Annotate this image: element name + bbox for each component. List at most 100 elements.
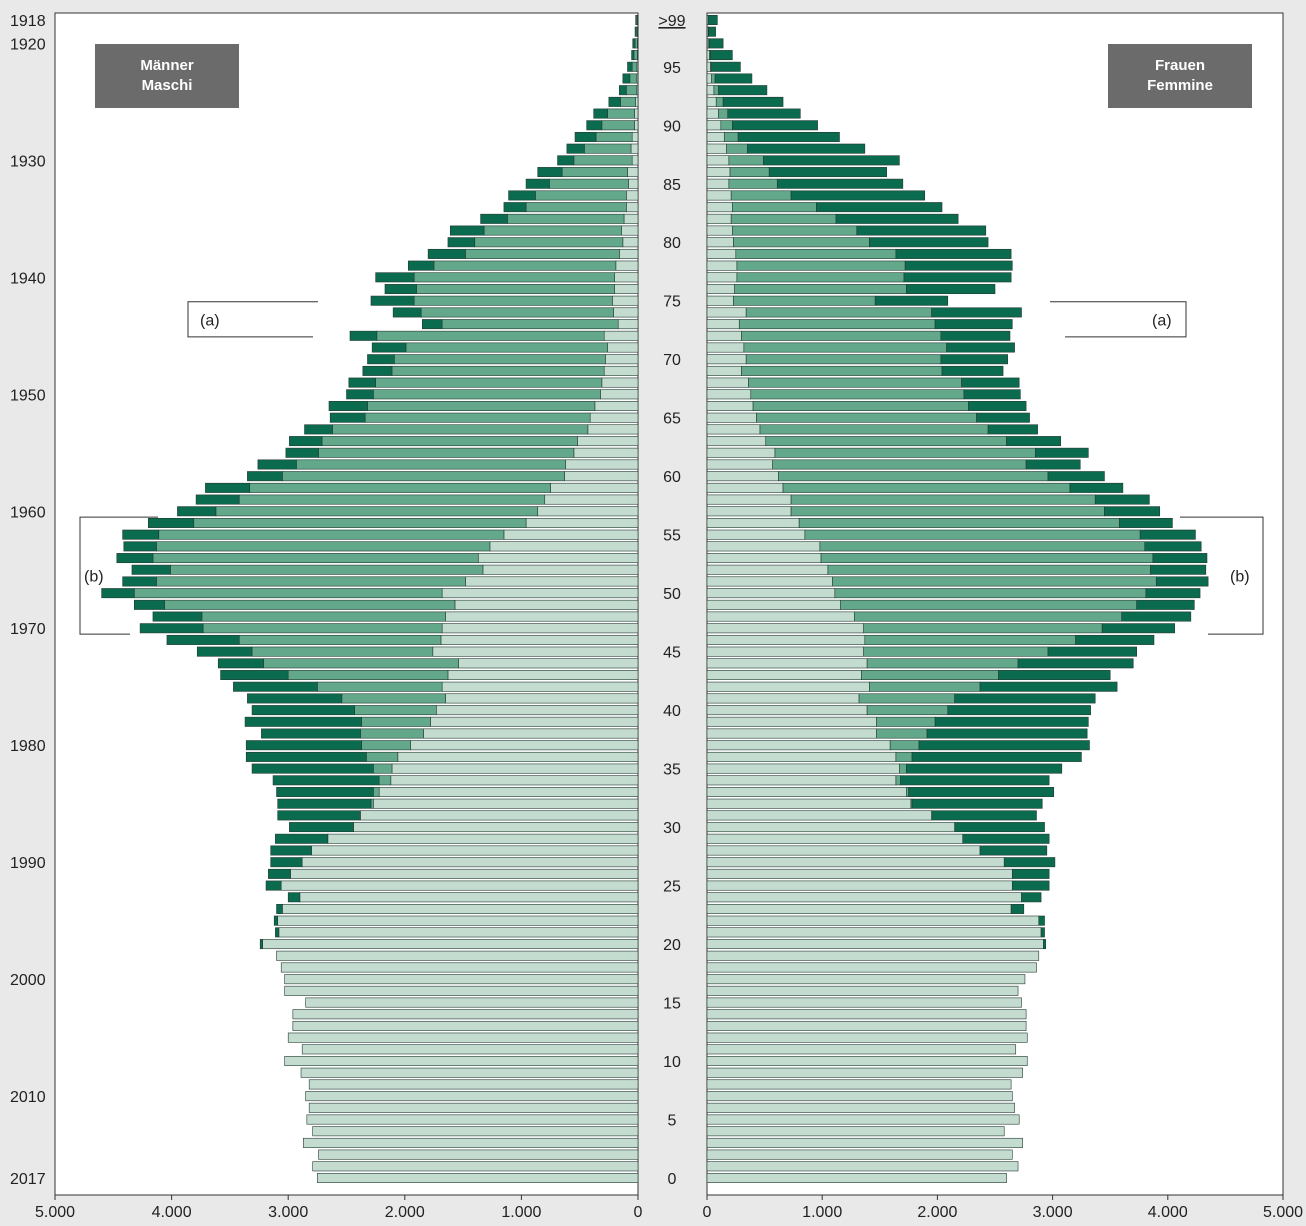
female-bar-age-62-light bbox=[706, 447, 776, 458]
female-bar-age-74-light bbox=[706, 307, 747, 318]
female-bar-age-45-dark bbox=[1047, 646, 1137, 657]
male-bar-age-81-dark bbox=[449, 225, 485, 236]
female-bar-age-40-light bbox=[706, 705, 868, 716]
male-bar-age-92-mid bbox=[620, 96, 636, 107]
male-bar-age-16-light bbox=[284, 985, 639, 996]
female-bar-age-31-dark bbox=[931, 810, 1037, 821]
male-bar-age-29-light bbox=[327, 833, 639, 844]
female-bar-age-77-dark bbox=[903, 272, 1012, 283]
female-bar-age-73-light bbox=[706, 319, 740, 330]
male-bar-age-26-dark bbox=[268, 868, 291, 879]
age-tick-15: 15 bbox=[663, 996, 681, 1013]
female-bar-age-26-dark bbox=[1011, 868, 1050, 879]
male-bar-age-13-light bbox=[292, 1020, 639, 1031]
male-bar-age-45-light bbox=[432, 646, 639, 657]
male-bar-age-65-light bbox=[589, 412, 639, 423]
female-bar-age-34-mid bbox=[895, 775, 901, 786]
male-bar-age-74-mid bbox=[420, 307, 614, 318]
male-bar-age-61-light bbox=[565, 459, 639, 470]
male-bar-age-55-dark bbox=[122, 529, 160, 540]
female-bar-age-51-dark bbox=[1155, 576, 1209, 587]
male-bar-age-79-dark bbox=[427, 248, 466, 259]
female-bar-age-39-mid bbox=[876, 716, 936, 727]
female-bar-age-93-light bbox=[706, 85, 715, 96]
male-bar-age-34-dark bbox=[272, 775, 380, 786]
female-bar-age-39-dark bbox=[934, 716, 1089, 727]
female-bar-age-57-mid bbox=[790, 506, 1105, 517]
male-bar-age-33-dark bbox=[276, 787, 374, 797]
male-bar-age-53-mid bbox=[152, 553, 479, 564]
female-bar-age-22-dark bbox=[1038, 915, 1045, 926]
birth-year-tick-2000: 2000 bbox=[10, 972, 46, 989]
x-axis-ticks: 5.000 4.000 3.000 2.000 1.000 0 0 1.000 2.000 3.0… bbox=[35, 1195, 1303, 1221]
male-bar-age-92-dark bbox=[608, 96, 621, 107]
birth-year-tick-1980: 1980 bbox=[10, 738, 46, 755]
female-bar-age-35-mid bbox=[899, 763, 907, 774]
female-bar-age-43-light bbox=[706, 670, 862, 681]
male-bar-age-66-mid bbox=[367, 401, 596, 411]
male-bar-age-74-light bbox=[613, 307, 639, 318]
male-bar-age-55-light bbox=[503, 529, 639, 540]
female-bar-age-82-light bbox=[706, 213, 732, 224]
female-bar-age-41-dark bbox=[954, 693, 1096, 704]
birth-year-tick-2010: 2010 bbox=[10, 1089, 46, 1106]
age-tick-50: 50 bbox=[663, 586, 681, 603]
female-bar-age-42-light bbox=[706, 681, 870, 692]
male-bar-age-39-light bbox=[430, 716, 639, 727]
male-bar-age-72-light bbox=[603, 330, 639, 341]
male-bar-age-76-dark bbox=[384, 284, 417, 295]
female-bar-age-13-light bbox=[706, 1020, 1027, 1031]
female-bar-age-84-mid bbox=[730, 190, 792, 201]
male-bar-age-65-mid bbox=[364, 412, 591, 423]
male-bar-age-49-mid bbox=[164, 599, 456, 610]
female-bar-age-50-light bbox=[706, 588, 836, 599]
male-bar-age-63-dark bbox=[289, 436, 323, 447]
female-bar-age-68-mid bbox=[748, 377, 962, 388]
female-bar-age-60-light bbox=[706, 471, 779, 482]
male-bar-age-38-dark bbox=[261, 728, 361, 739]
male-bar-age-43-light bbox=[447, 670, 639, 681]
male-bar-age-82-mid bbox=[507, 213, 625, 224]
female-bar-age-80-light bbox=[706, 237, 734, 248]
male-bar-age-37-light bbox=[410, 740, 639, 751]
age-tick-45: 45 bbox=[663, 645, 681, 662]
female-bar-age-62-mid bbox=[774, 447, 1036, 458]
female-bar-age-40-mid bbox=[866, 705, 949, 716]
female-bar-age-52-mid bbox=[827, 564, 1151, 575]
female-bar-age-66-light bbox=[706, 401, 754, 411]
male-bar-age-55-mid bbox=[158, 529, 505, 540]
male-bars bbox=[101, 15, 639, 1183]
male-bar-age-50-mid bbox=[133, 588, 443, 599]
annotation-b-left: (b) bbox=[84, 569, 104, 586]
male-bar-age-69-light bbox=[603, 365, 639, 376]
male-bar-age-33-mid bbox=[373, 787, 380, 797]
male-bar-age-89-dark bbox=[574, 131, 597, 142]
female-bar-age-0-light bbox=[706, 1173, 1007, 1183]
birth-year-tick-2017: 2017 bbox=[10, 1171, 46, 1188]
male-bar-age-46-light bbox=[440, 634, 639, 645]
female-bar-age-42-dark bbox=[979, 681, 1118, 692]
female-bar-age-30-light bbox=[706, 822, 955, 833]
female-bar-age-59-mid bbox=[782, 482, 1071, 493]
male-bar-age-80-mid bbox=[474, 237, 624, 248]
female-bar-age-75-light bbox=[706, 295, 734, 306]
bracket-annotations: (a) (a) (b) (b) bbox=[79, 301, 1264, 635]
female-bar-age-86-dark bbox=[768, 167, 888, 178]
female-bar-age-31-light bbox=[706, 810, 932, 821]
male-bar-age-59-mid bbox=[249, 482, 551, 493]
male-bar-age-73-light bbox=[617, 319, 639, 330]
female-bar-age-91-mid bbox=[718, 108, 729, 119]
x-tick-right-5: 5.000 bbox=[1263, 1204, 1303, 1221]
male-bar-age-35-light bbox=[391, 763, 639, 774]
female-bar-age-45-mid bbox=[863, 646, 1049, 657]
male-bar-age-81-mid bbox=[483, 225, 622, 236]
female-bar-age-52-light bbox=[706, 564, 829, 575]
male-bar-age-77-mid bbox=[413, 272, 615, 283]
male-bar-age-3-light bbox=[303, 1137, 639, 1148]
age-tick-top: >99 bbox=[658, 13, 685, 30]
female-bar-age-20-dark bbox=[1043, 939, 1046, 950]
male-bar-age-73-mid bbox=[441, 319, 619, 330]
female-bar-age-34-light bbox=[706, 775, 897, 786]
male-label-box: Männer Maschi bbox=[95, 44, 239, 108]
female-bar-age-83-mid bbox=[732, 202, 817, 213]
